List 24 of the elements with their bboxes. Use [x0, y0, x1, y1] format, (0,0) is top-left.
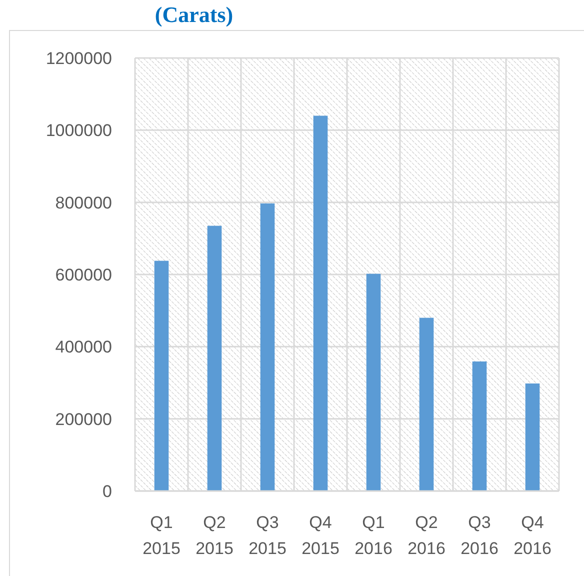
x-tick-label: Q3 2016 [460, 513, 498, 558]
x-tick-label: Q1 2016 [354, 513, 392, 558]
y-tick-label: 1000000 [46, 121, 112, 140]
y-tick-label: 200000 [55, 410, 112, 429]
x-tick-label: Q3 2015 [248, 513, 286, 558]
bar [207, 226, 222, 491]
x-tick-label: Q2 2016 [408, 513, 446, 558]
y-tick-label: 800000 [55, 193, 112, 212]
y-tick-label: 1200000 [46, 48, 112, 68]
y-tick-label: 400000 [55, 338, 112, 357]
bar [366, 274, 381, 491]
y-tick-label: 600000 [55, 265, 112, 284]
x-tick-label: Q2 2015 [196, 513, 234, 558]
bar [260, 203, 275, 491]
x-tick-label: Q1 2015 [142, 513, 180, 558]
x-tick-label: Q4 2016 [514, 513, 552, 558]
x-tick-label: Q4 2015 [302, 513, 340, 558]
bar [419, 318, 434, 491]
bar [525, 383, 540, 491]
bar [154, 260, 169, 491]
y-tick-label: 0 [102, 482, 112, 501]
bar [313, 116, 328, 491]
chart-title: (Carats) [154, 2, 234, 27]
bar [472, 361, 487, 491]
